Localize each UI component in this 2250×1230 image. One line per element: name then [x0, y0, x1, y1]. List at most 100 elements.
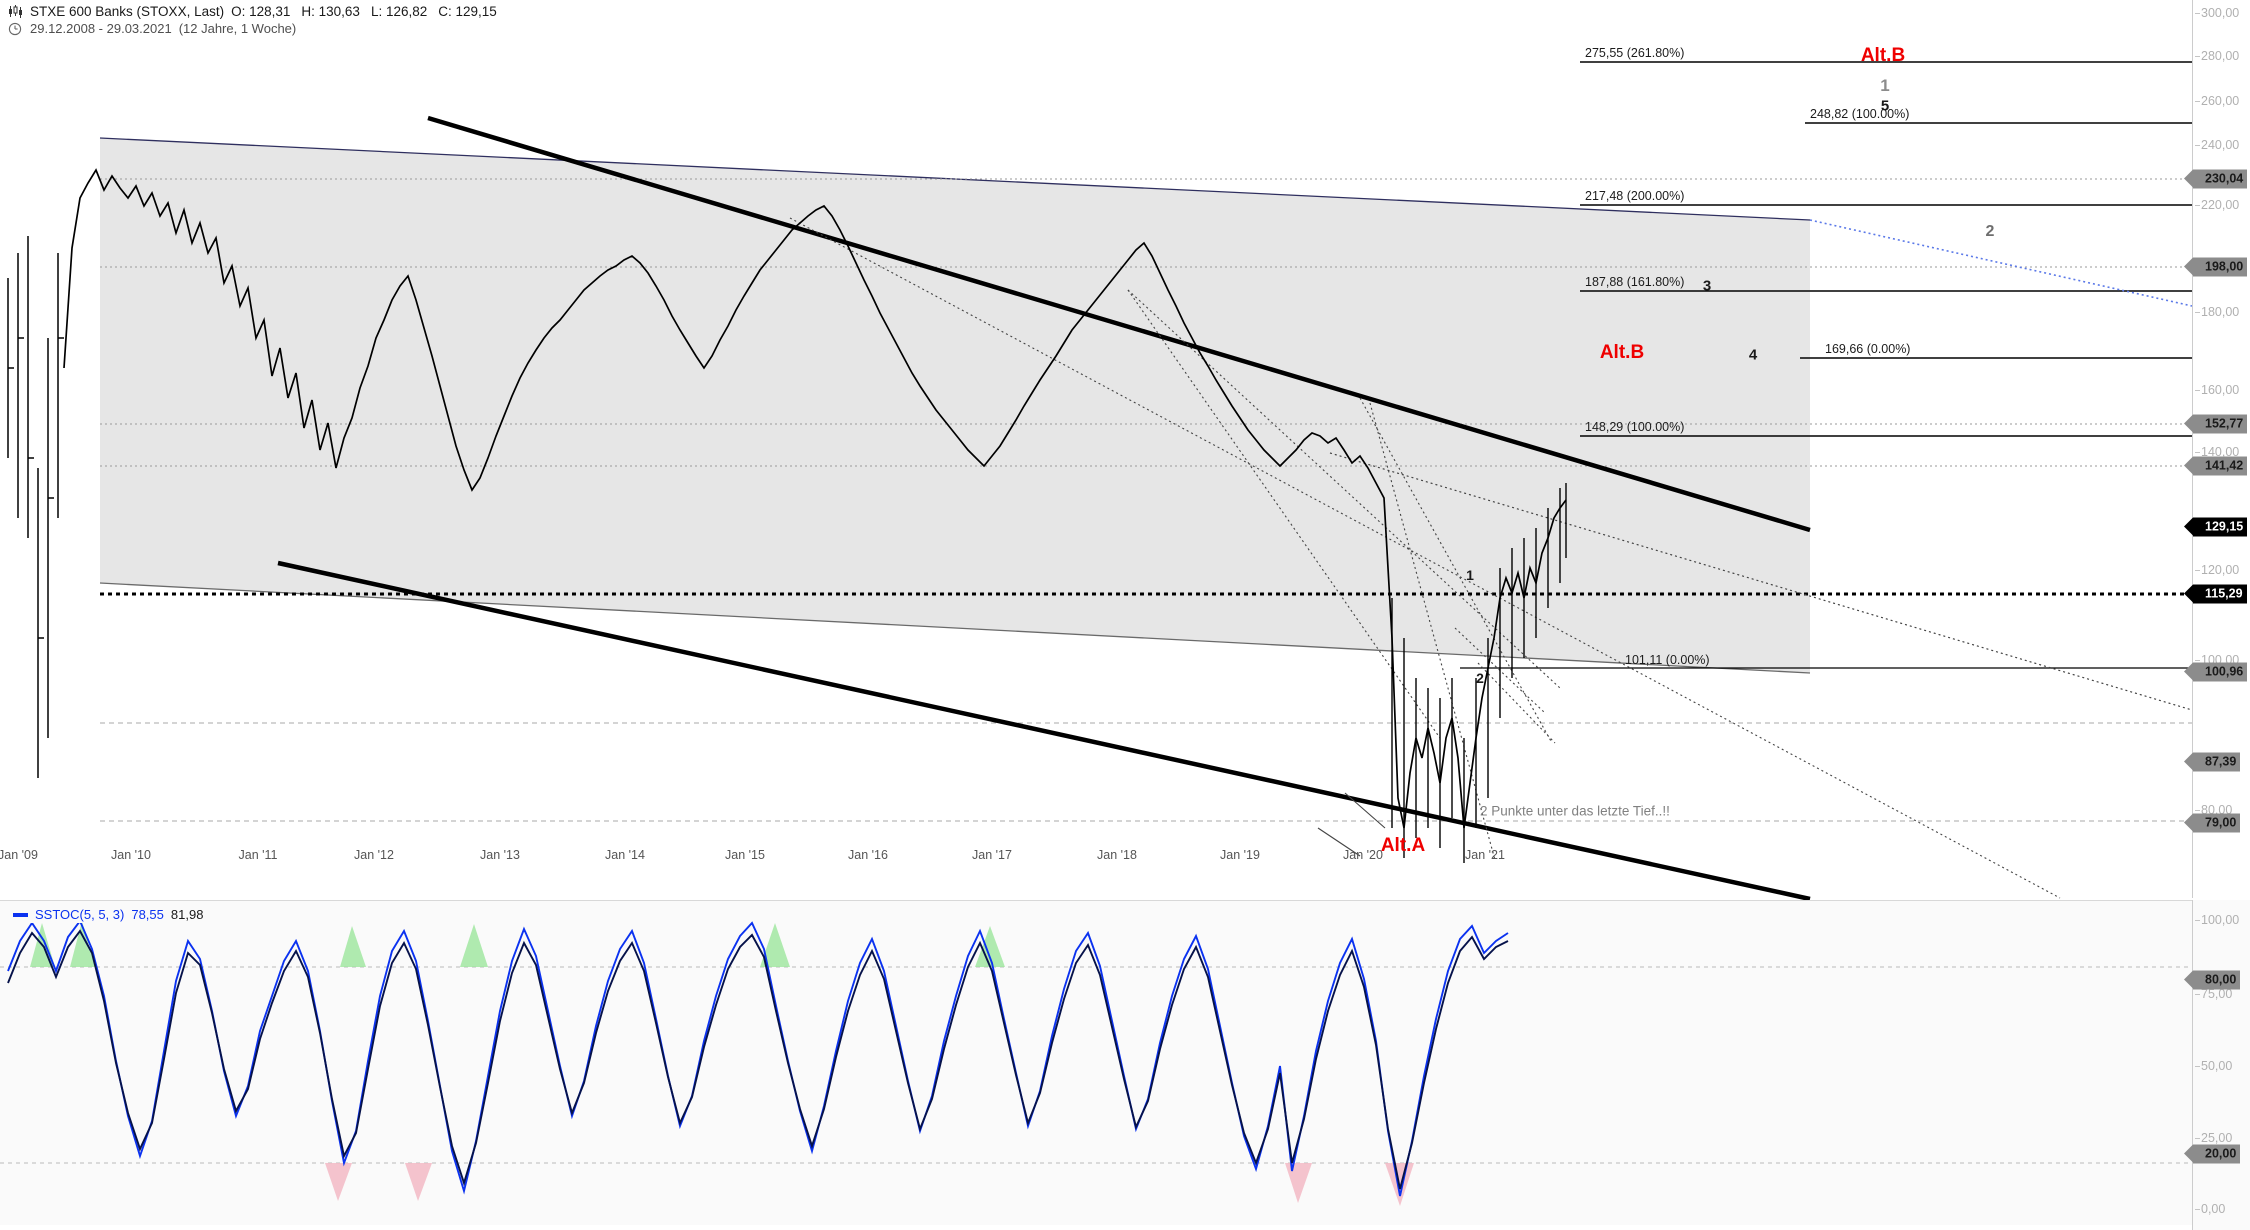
price-badge-79[interactable]: 79,00	[2184, 813, 2241, 833]
stoch-badge-20[interactable]: 20,00	[2184, 1144, 2241, 1164]
ohlc-close: C: 129,15	[438, 4, 497, 19]
ohlc-values: O: 128,31 H: 130,63 L: 126,82 C: 129,15	[231, 4, 497, 19]
date-label-jan13: Jan '13	[480, 848, 520, 862]
wave-label-3: 3	[1702, 277, 1712, 295]
stochastic-legend[interactable]: SSTOC(5, 5, 3) 78,55 81,98	[9, 906, 208, 923]
instrument-title: STXE 600 Banks (STOXX, Last)	[30, 4, 225, 19]
price-tick-180: 180,00	[2194, 305, 2240, 319]
fan-line-1	[789, 217, 2061, 899]
price-bars	[7, 236, 64, 778]
date-label-jan16: Jan '16	[848, 848, 888, 862]
fan-line-4	[1359, 397, 1553, 744]
channel-shape	[100, 138, 1810, 673]
price-badge-87[interactable]: 87,39	[2184, 752, 2241, 772]
stochastic-value-k: 78,55	[131, 907, 164, 922]
date-axis[interactable]: Jan '09 Jan '10 Jan '11 Jan '12 Jan '13 …	[0, 848, 2192, 876]
stochastic-axis[interactable]: 100,00 75,00 50,00 25,00 0,00 80,00 20,0…	[2184, 900, 2250, 1230]
price-badge-198[interactable]: 198,00	[2184, 257, 2248, 277]
wave-label-5: 5	[1880, 97, 1890, 115]
wave-label-2-upper: 2	[1985, 223, 1995, 240]
wave-label-1-top: 1	[1880, 76, 1890, 95]
stochastic-k-line	[7, 919, 1509, 1197]
price-badge-129-value: 129,15	[2205, 519, 2244, 534]
price-badge-230[interactable]: 230,04	[2184, 169, 2248, 189]
date-label-jan10: Jan '10	[111, 848, 151, 862]
fib-label-169: 169,66 (0.00%)	[1825, 342, 1911, 356]
lower-downtrend-line	[277, 560, 1811, 902]
price-tick-260: 260,00	[2194, 94, 2240, 108]
ohlc-high: H: 130,63	[301, 4, 360, 19]
date-label-jan12: Jan '12	[354, 848, 394, 862]
alt-b-label-mid: Alt.B	[1599, 342, 1645, 363]
date-label-jan14: Jan '14	[605, 848, 645, 862]
price-axis[interactable]: 300,00 280,00 260,00 240,00 220,00 200,0…	[2184, 0, 2250, 898]
fan-line-3	[1127, 289, 1441, 739]
candlestick-icon	[8, 5, 23, 18]
price-bar-wicks	[1391, 483, 1567, 863]
fan-line-9	[1317, 827, 1361, 857]
fib-label-248: 248,82 (100.00%)	[1810, 107, 1910, 121]
price-series-path	[63, 168, 1567, 829]
stochastic-shaded-zones	[30, 921, 1414, 1206]
wave-label-4: 4	[1748, 346, 1758, 364]
alt-a-label: Alt.A	[1380, 835, 1426, 856]
fib-label-217: 217,48 (200.00%)	[1585, 189, 1685, 203]
fan-line-5	[1369, 402, 1496, 861]
stoch-badge-80[interactable]: 80,00	[2184, 970, 2241, 990]
price-badge-115[interactable]: 115,29	[2184, 584, 2247, 604]
wave-label-1-low: 1	[1466, 567, 1474, 583]
stochastic-d-line	[7, 929, 1509, 1190]
channel-lower-line	[99, 582, 1811, 674]
date-label-jan17: Jan '17	[972, 848, 1012, 862]
fan-line-8	[1344, 792, 1386, 829]
chart-header: STXE 600 Banks (STOXX, Last) O: 128,31 H…	[0, 0, 2250, 38]
price-badge-152-value: 152,77	[2205, 416, 2244, 431]
price-badge-152[interactable]: 152,77	[2184, 414, 2248, 434]
stochastic-name: SSTOC(5, 5, 3)	[35, 907, 125, 922]
stoch-tick-75: 75,00	[2194, 987, 2233, 1001]
header-range-row: 29.12.2008 - 29.03.2021 (12 Jahre, 1 Woc…	[8, 20, 2250, 37]
price-tick-300: 300,00	[2194, 6, 2240, 20]
stochastic-pane[interactable]	[0, 900, 2192, 1225]
stoch-badge-80-value: 80,00	[2205, 972, 2237, 987]
price-badge-100-value: 100,96	[2205, 664, 2244, 679]
upper-downtrend-line	[427, 115, 1811, 533]
projection-line-blue	[1809, 219, 2193, 307]
date-label-jan18: Jan '18	[1097, 848, 1137, 862]
price-tick-120: 120,00	[2194, 563, 2240, 577]
price-badge-141-value: 141,42	[2205, 458, 2244, 473]
date-range: 29.12.2008 - 29.03.2021	[30, 21, 172, 36]
date-label-jan20: Jan '20	[1343, 848, 1383, 862]
price-badge-100[interactable]: 100,96	[2184, 662, 2248, 682]
date-label-jan09: Jan '09	[0, 848, 38, 862]
fib-label-187: 187,88 (161.80%)	[1585, 275, 1685, 289]
ohlc-open: O: 128,31	[231, 4, 291, 19]
fib-label-148: 148,29 (100.00%)	[1585, 420, 1685, 434]
price-badge-115-value: 115,29	[2205, 586, 2243, 601]
ohlc-low: L: 126,82	[370, 4, 428, 19]
stoch-tick-50: 50,00	[2194, 1059, 2233, 1073]
date-label-jan11: Jan '11	[238, 848, 278, 862]
price-badge-198-value: 198,00	[2205, 259, 2244, 274]
fan-line-7	[1477, 662, 1556, 744]
stochastic-value-d: 81,98	[170, 907, 204, 922]
stoch-tick-25: 25,00	[2194, 1131, 2233, 1145]
line-marker-icon	[13, 912, 28, 917]
clock-icon	[8, 22, 23, 36]
header-title-row: STXE 600 Banks (STOXX, Last) O: 128,31 H…	[8, 3, 2250, 20]
price-tick-240: 240,00	[2194, 138, 2240, 152]
stoch-badge-20-value: 20,00	[2205, 1146, 2237, 1161]
annotation-note: 2 Punkte unter das letzte Tief..!!	[1480, 803, 1670, 819]
price-badge-141[interactable]: 141,42	[2184, 456, 2248, 476]
price-chart-pane[interactable]: 275,55 (261.80%) 248,82 (100.00%) 217,48…	[0, 38, 2193, 902]
price-badge-87-value: 87,39	[2205, 754, 2237, 769]
price-tick-280: 280,00	[2194, 49, 2240, 63]
date-label-jan15: Jan '15	[725, 848, 765, 862]
price-tick-220: 220,00	[2194, 198, 2240, 212]
stoch-tick-100: 100,00	[2194, 913, 2240, 927]
price-badge-230-value: 230,04	[2205, 171, 2244, 186]
fib-label-101: 101,11 (0.00%)	[1625, 653, 1710, 667]
price-badge-129[interactable]: 129,15	[2184, 517, 2248, 537]
date-label-jan19: Jan '19	[1220, 848, 1260, 862]
